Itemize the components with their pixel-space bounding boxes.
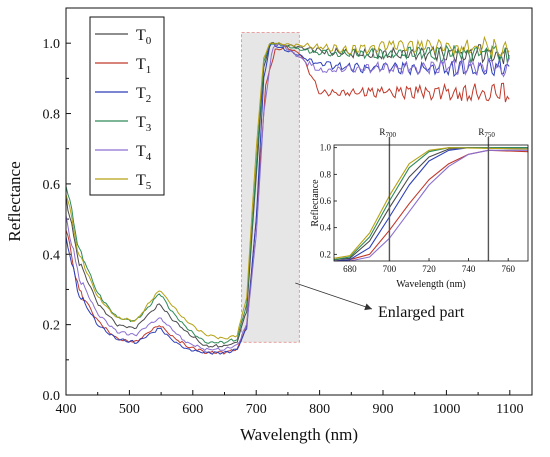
series-line-t3: [65, 42, 510, 345]
inset-series-line: [333, 147, 529, 259]
inset-y-axis-title: Reflectance: [310, 179, 321, 227]
x-axis-title: Wavelength (nm): [240, 425, 358, 444]
inset-y-tick-label: 0.6: [320, 196, 332, 206]
y-tick-label: 0.4: [43, 248, 61, 263]
y-tick-label: 0.8: [43, 108, 61, 123]
plot-frame: [65, 7, 533, 396]
y-tick-label: 0.6: [43, 178, 61, 193]
x-tick-labels: 400 500 600 700 800 900 1000 1100: [56, 402, 524, 417]
x-tick-label: 500: [119, 402, 140, 417]
y-tick-label: 0.2: [43, 319, 61, 334]
inset-y-tick-label: 0.8: [320, 169, 332, 179]
x-tick-label: 1100: [496, 402, 523, 417]
inset-x-tick-label: 760: [501, 264, 515, 274]
inset-series-line: [334, 149, 528, 262]
legend-box: [89, 16, 165, 196]
series-line-t4: [65, 43, 510, 352]
inset-x-tick-label: 740: [462, 264, 476, 274]
inset-background: [334, 145, 528, 261]
x-tick-label: 400: [56, 402, 77, 417]
y-tick-labels: 0.0 0.2 0.4 0.6 0.8 1.0: [43, 37, 61, 404]
inset-x-tick-label: 680: [343, 264, 357, 274]
enlarged-part-label: Enlarged part: [378, 304, 465, 321]
inset-series-line: [333, 147, 528, 262]
callout-arrow: [295, 282, 373, 310]
series-line-t2: [65, 42, 510, 355]
inset-frame: [333, 144, 529, 262]
inset-x-tick-label: 700: [383, 264, 397, 274]
inset-y-tick-label: 0.2: [320, 249, 331, 259]
inset-x-tick-label: 720: [422, 264, 436, 274]
inset-series-lines: [333, 147, 529, 262]
inset-x-axis-title: Wavelength (nm): [396, 279, 465, 290]
inset-x-tick-labels: 680 700 720 740 760: [343, 264, 515, 274]
x-tick-label: 1000: [432, 402, 460, 417]
series-lines: [65, 35, 510, 355]
x-tick-label: 600: [182, 402, 203, 417]
y-axis-title: Reflectance: [5, 161, 24, 241]
y-tick-label: 1.0: [43, 37, 61, 52]
x-tick-label: 800: [309, 402, 330, 417]
inset-y-tick-labels: 0.2 0.4 0.6 0.8 1.0: [320, 143, 332, 260]
highlight-layer: [241, 32, 300, 343]
series-line-t5: [65, 35, 510, 340]
x-tick-label: 900: [373, 402, 394, 417]
inset-chart: R700 R750 680 700 720 740 760 0.20.40.60.81.0…: [310, 127, 529, 290]
inset-y-tick-label: 1.0: [320, 143, 332, 153]
enlarged-region: [241, 32, 300, 343]
y-tick-label: 0.0: [43, 389, 61, 404]
inset-y-tick-label: 0.4: [320, 223, 332, 233]
x-tick-label: 700: [246, 402, 267, 417]
callout-arrowhead: [364, 303, 372, 311]
